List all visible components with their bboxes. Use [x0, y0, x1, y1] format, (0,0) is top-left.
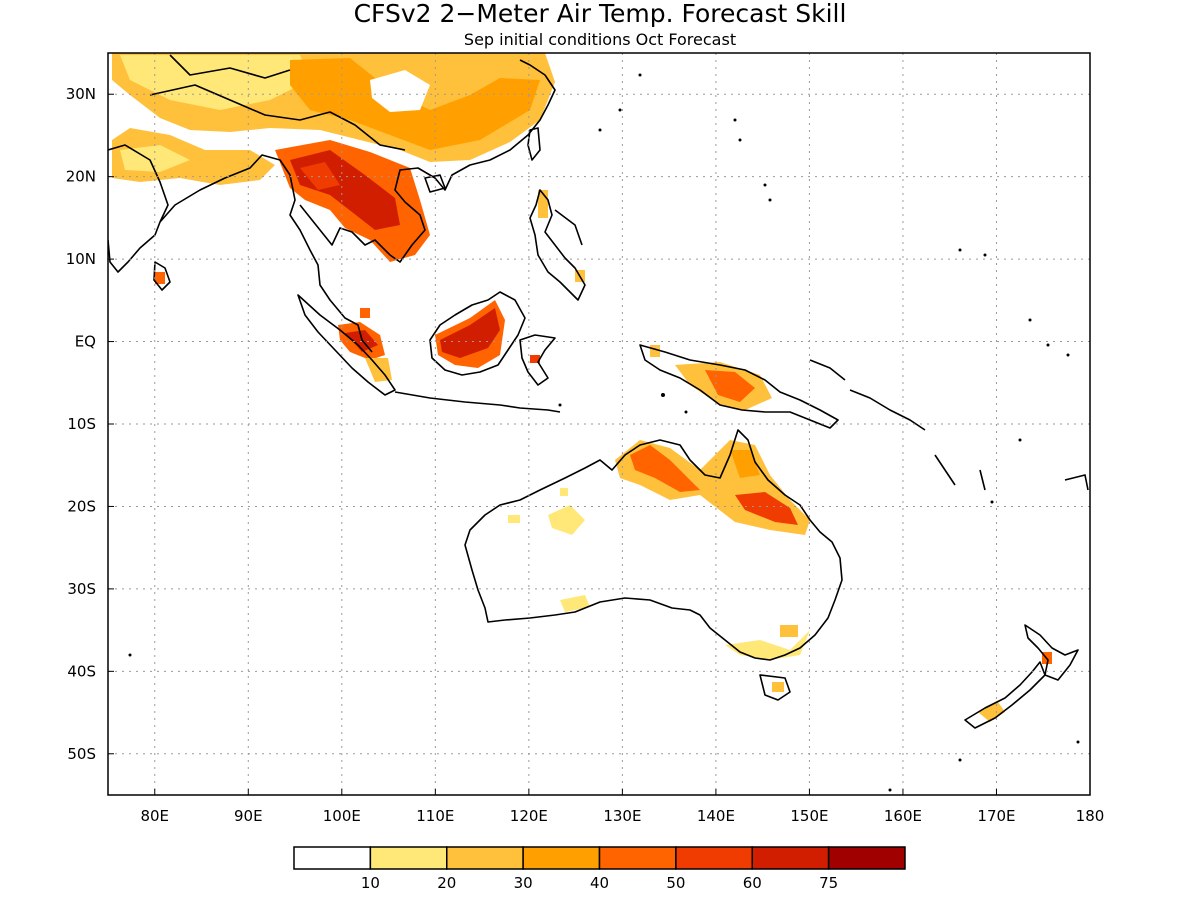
- coast-newguinea: [639, 344, 839, 429]
- skill-patch-china-light: [120, 55, 310, 110]
- coast-newzealand-north: [1024, 624, 1079, 681]
- y-tick-label: 30S: [67, 580, 96, 598]
- y-tick-label: 20S: [67, 497, 96, 515]
- coast-australia: [464, 429, 843, 661]
- colorbar-label: 10: [361, 874, 380, 892]
- figure-subtitle: Sep initial conditions Oct Forecast: [464, 30, 736, 49]
- coast-sulawesi: [519, 334, 556, 386]
- x-tick-label: 170E: [977, 807, 1015, 825]
- skill-patch-queensland: [730, 450, 760, 478]
- y-tick-label: 20N: [66, 168, 96, 186]
- x-tick-label: 100E: [323, 807, 361, 825]
- coast-china-interior: [149, 54, 406, 151]
- coast-tasmania: [759, 674, 791, 701]
- x-axis: 80E 90E 100E 110E 120E 130E 140E 150E 160E 170E 18…: [140, 789, 1104, 825]
- skill-patch-borneo-core: [440, 308, 500, 358]
- colorbar-label: 60: [743, 874, 762, 892]
- skill-patch-australia-west: [548, 505, 585, 535]
- y-tick-label: 50S: [67, 745, 96, 763]
- colorbar-swatch: [293, 846, 372, 870]
- colorbar-swatch: [446, 846, 524, 870]
- map-panel: 80E 90E 100E 110E 120E 130E 140E 150E 160E 170E 18…: [66, 52, 1104, 825]
- colorbar-swatch: [675, 846, 753, 870]
- skill-patch-nz-south: [978, 702, 1005, 722]
- x-tick-label: 110E: [416, 807, 454, 825]
- coast-sri-lanka: [153, 261, 171, 291]
- y-axis: 30N 20N 10N EQ 10S 20S 30S 40S 50S: [66, 85, 114, 763]
- x-tick-label: 80E: [140, 807, 169, 825]
- coast-vanuatu-fiji: [934, 454, 1089, 491]
- colorbar-swatch: [522, 846, 601, 870]
- skill-patch-nsw: [780, 625, 798, 637]
- skill-patch-indochina-dark: [300, 162, 340, 190]
- colorbar-label: 40: [590, 874, 609, 892]
- skill-patch-malaya: [360, 308, 370, 318]
- x-tick-label: 120E: [510, 807, 548, 825]
- skill-patch-tasmania: [772, 682, 784, 692]
- x-tick-label: 150E: [790, 807, 828, 825]
- coast-sumatra: [297, 294, 396, 396]
- x-tick-label: 140E: [697, 807, 735, 825]
- skill-patch-queensland-core: [735, 492, 798, 525]
- skill-patch-philippines: [538, 190, 548, 218]
- skill-patch-australia-north-core: [630, 445, 700, 492]
- colorbar: 10 20 30 40 50 60 75: [293, 846, 906, 892]
- x-tick-label: 90E: [234, 807, 263, 825]
- small-islands: [128, 73, 1080, 792]
- x-tick-label: 130E: [603, 807, 641, 825]
- colorbar-label: 20: [437, 874, 456, 892]
- skill-patch-kimberley: [560, 488, 568, 496]
- skill-patch-sumatra-core: [345, 330, 378, 352]
- colorbar-swatch: [598, 846, 677, 870]
- coastlines: [108, 54, 1089, 729]
- skill-patch-pilbara: [508, 515, 520, 523]
- skill-patch-newguinea-core: [705, 370, 755, 402]
- y-tick-label: 40S: [67, 662, 96, 680]
- colorbar-label: 30: [514, 874, 533, 892]
- skill-patch-australia-south: [560, 595, 590, 612]
- coast-hainan: [424, 174, 446, 193]
- x-tick-label: 160E: [884, 807, 922, 825]
- colorbar-swatch: [369, 846, 448, 870]
- coast-asia-mainland: [108, 59, 556, 353]
- y-tick-label: EQ: [75, 333, 96, 351]
- coast-borneo: [429, 291, 526, 376]
- skill-shading: [112, 53, 1052, 722]
- x-tick-label: 180: [1076, 807, 1105, 825]
- coast-philippines: [529, 189, 586, 301]
- colorbar-label: 50: [666, 874, 685, 892]
- y-tick-label: 10N: [66, 250, 96, 268]
- colorbar-label: 75: [819, 874, 838, 892]
- skill-patch-srilanka: [155, 272, 165, 284]
- y-tick-label: 10S: [67, 415, 96, 433]
- graticule: [108, 53, 1090, 795]
- coast-newzealand-south: [964, 661, 1046, 729]
- skill-patch-sulawesi: [530, 355, 540, 363]
- coast-bismarck: [809, 359, 926, 431]
- colorbar-swatch: [751, 846, 830, 870]
- coast-taiwan: [527, 127, 541, 161]
- coast-java: [394, 391, 561, 413]
- colorbar-swatch: [827, 846, 906, 870]
- skill-gap-china: [370, 70, 430, 112]
- figure-title: CFSv2 2−Meter Air Temp. Forecast Skill: [354, 0, 847, 28]
- skill-patch-irian: [650, 345, 660, 357]
- y-tick-label: 30N: [66, 85, 96, 103]
